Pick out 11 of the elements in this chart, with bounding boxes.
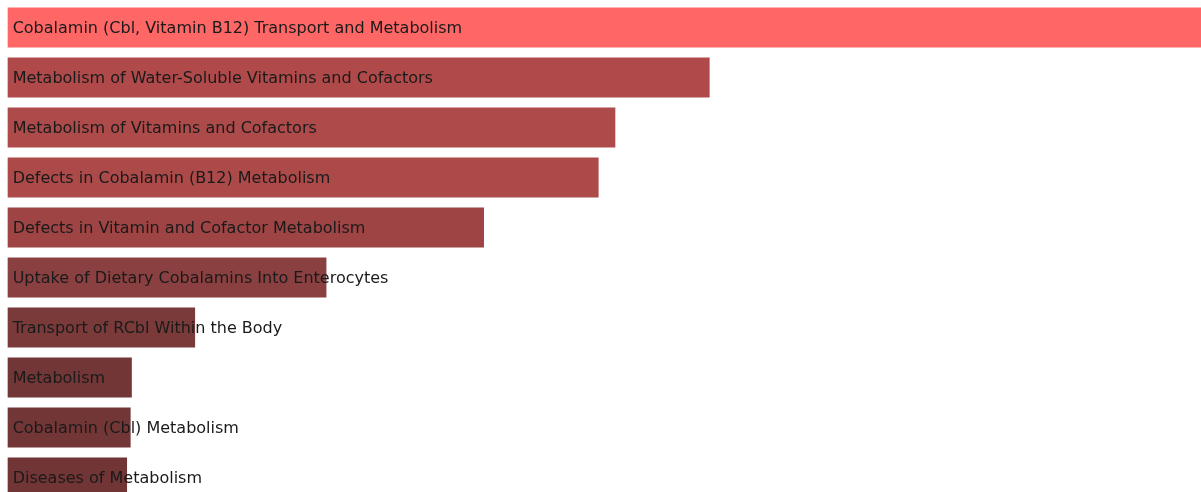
bar [7, 107, 616, 148]
y-tick-label: Defects in Vitamin and Cofactor Metabolism [12, 218, 366, 237]
bar [7, 157, 599, 198]
bar [7, 7, 1201, 48]
y-tick-label: Metabolism of Vitamins and Cofactors [12, 118, 317, 137]
bar [7, 57, 710, 98]
y-tick-label: Cobalamin (Cbl, Vitamin B12) Transport and Metabolism [12, 18, 463, 37]
y-tick-label: Metabolism of Water-Soluble Vitamins and Cofactors [12, 68, 433, 87]
bar [7, 207, 484, 248]
y-tick-label: Metabolism [12, 368, 106, 387]
y-tick-label: Defects in Cobalamin (B12) Metabolism [12, 168, 331, 187]
